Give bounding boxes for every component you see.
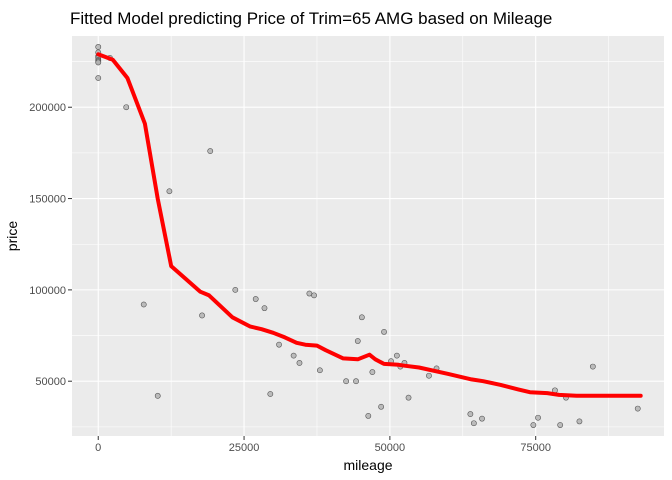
scatter-point	[316, 367, 323, 374]
scatter-point	[378, 403, 385, 410]
minor-gridlines	[72, 36, 664, 436]
scatter-point	[405, 394, 412, 401]
scatter-point	[276, 341, 282, 348]
scatter-point	[290, 352, 297, 359]
fit-line-layer	[96, 52, 643, 398]
scatter-point	[166, 188, 173, 195]
scatter-point	[140, 301, 147, 308]
scatter-point	[426, 372, 432, 379]
x-axis-title: mileage	[343, 457, 392, 473]
scatter-point	[576, 418, 583, 425]
y-axis-title: price	[4, 221, 20, 252]
y-tick-label: 50000	[35, 376, 66, 388]
scatter-point	[467, 411, 474, 417]
y-tick-label: 100000	[29, 285, 66, 297]
scatter-point	[232, 286, 239, 293]
scatter-point	[95, 75, 102, 81]
scatter-point	[311, 292, 317, 299]
scatter-point	[252, 296, 259, 302]
scatter-point	[535, 414, 541, 421]
scatter-point	[267, 391, 274, 397]
chart-title: Fitted Model predicting Price of Trim=65…	[70, 9, 552, 28]
scatter-point	[369, 369, 376, 375]
y-tick-label: 150000	[29, 194, 66, 206]
axis-ticks: 0 25000 50000 75000 50000 100000 150000 200000	[29, 102, 551, 454]
x-tick-label: 0	[95, 442, 101, 454]
scatter-point	[589, 363, 596, 370]
scatter-point	[207, 148, 214, 154]
y-tick-label: 200000	[29, 102, 66, 114]
x-tick-label: 75000	[520, 442, 551, 454]
plot-panel	[72, 36, 664, 436]
scatter-point	[296, 360, 303, 366]
fit-line	[96, 52, 643, 398]
scatter-point	[557, 422, 564, 428]
scatter-point	[123, 104, 130, 111]
scatter-point	[354, 338, 361, 344]
x-tick-label: 25000	[229, 442, 260, 454]
scatter-point	[530, 422, 537, 428]
scatter-point	[199, 312, 205, 319]
scatter-point	[261, 305, 268, 312]
scatter-point	[343, 378, 350, 385]
scatter-point	[381, 328, 387, 335]
scatter-point	[353, 378, 359, 385]
scatter-point	[479, 415, 485, 422]
scatter-point	[365, 413, 372, 419]
scatter-point	[95, 44, 102, 50]
x-tick-label: 50000	[375, 442, 406, 454]
scatter-point	[634, 405, 641, 412]
major-gridlines	[72, 36, 664, 436]
scatter-point	[358, 314, 365, 321]
scatter-point	[470, 420, 477, 427]
scatter-point	[154, 392, 161, 399]
scatter-point	[393, 352, 400, 359]
scatter-point	[95, 59, 102, 66]
